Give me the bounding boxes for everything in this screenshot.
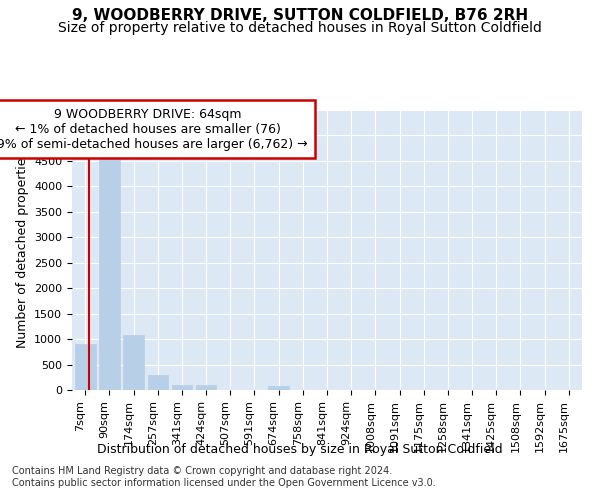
Text: Distribution of detached houses by size in Royal Sutton Coldfield: Distribution of detached houses by size … bbox=[97, 442, 503, 456]
Text: Size of property relative to detached houses in Royal Sutton Coldfield: Size of property relative to detached ho… bbox=[58, 21, 542, 35]
Bar bbox=[99, 158, 120, 390]
Text: 9, WOODBERRY DRIVE, SUTTON COLDFIELD, B76 2RH: 9, WOODBERRY DRIVE, SUTTON COLDFIELD, B7… bbox=[72, 8, 528, 22]
Bar bbox=[148, 375, 168, 390]
Text: 9 WOODBERRY DRIVE: 64sqm
← 1% of detached houses are smaller (76)
99% of semi-de: 9 WOODBERRY DRIVE: 64sqm ← 1% of detache… bbox=[0, 108, 307, 151]
Text: Contains HM Land Registry data © Crown copyright and database right 2024.: Contains HM Land Registry data © Crown c… bbox=[12, 466, 392, 476]
Bar bbox=[268, 386, 289, 390]
Bar bbox=[75, 344, 95, 390]
Y-axis label: Number of detached properties: Number of detached properties bbox=[16, 152, 29, 348]
Bar bbox=[124, 336, 144, 390]
Text: Contains public sector information licensed under the Open Government Licence v3: Contains public sector information licen… bbox=[12, 478, 436, 488]
Bar bbox=[172, 385, 192, 390]
Bar bbox=[196, 386, 217, 390]
